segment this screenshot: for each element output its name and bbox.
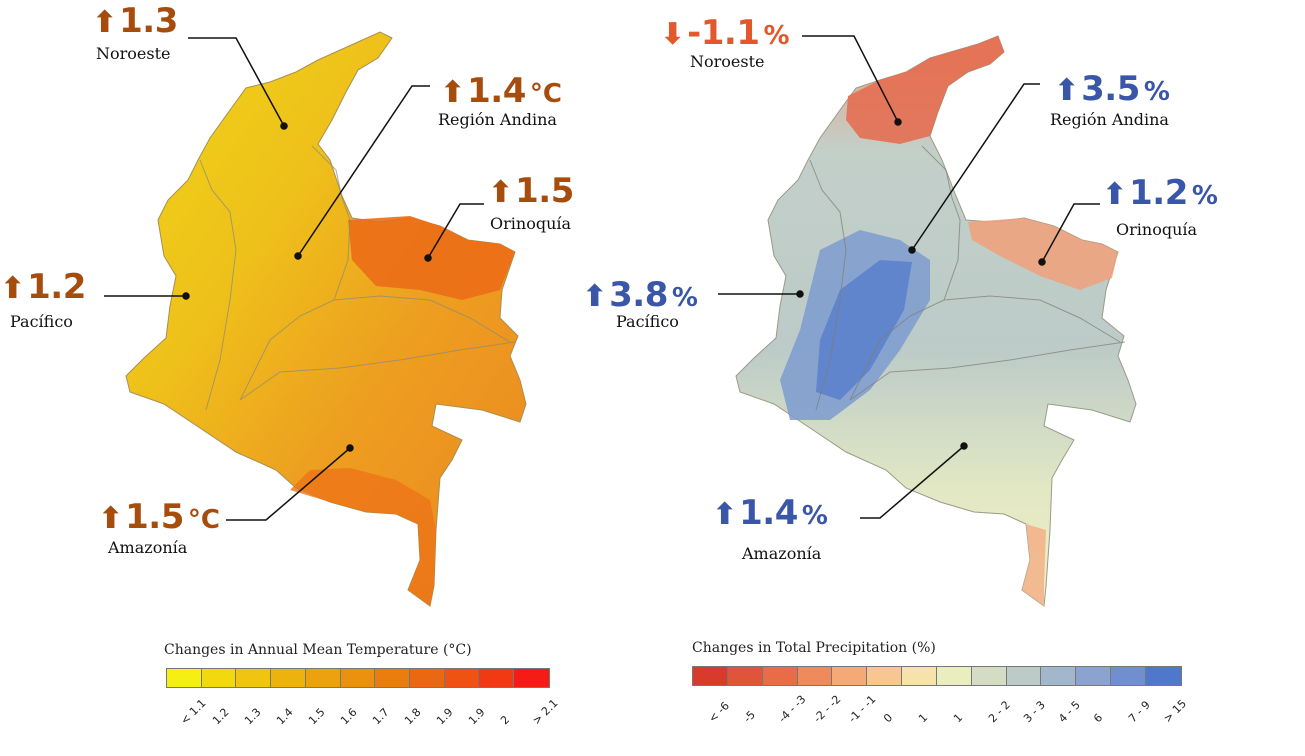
legend-tick-label: 1.6	[338, 705, 360, 728]
legend-tick-label: 4 - 5	[1055, 698, 1083, 726]
prec-noroeste-value: ⬇-1.1%	[660, 13, 790, 53]
colombia-outline-precipitation	[735, 35, 1137, 607]
legend-swatch	[1111, 667, 1146, 685]
temp-pacifico-value: ⬆1.2	[0, 267, 86, 307]
legend-swatch	[271, 669, 306, 687]
legend-swatch	[236, 669, 272, 687]
andina-wettest-zone	[816, 260, 912, 400]
prec-noroeste-label: Noroeste	[690, 52, 765, 71]
legend-swatch	[867, 667, 903, 685]
legend-tick-label: < -6	[705, 699, 732, 726]
temperature-leader-lines	[104, 37, 484, 521]
legend-tick-label: 6	[1090, 711, 1105, 726]
legend-swatch	[444, 669, 480, 687]
legend-swatch	[1006, 667, 1042, 685]
temp-pacifico-label: Pacífico	[10, 312, 73, 331]
temperature-region-borders	[199, 145, 516, 411]
legend-swatch	[902, 667, 937, 685]
legend-tick-label: 1	[950, 711, 965, 726]
prec-orinoquia-value: ⬆1.2%	[1102, 173, 1218, 213]
precipitation-map	[735, 35, 1137, 607]
legend-swatch	[693, 667, 728, 685]
orinoquia-dry-zone	[968, 218, 1118, 290]
legend-tick-label: 2 - 2	[985, 698, 1013, 726]
temp-orinoquia-value: ⬆1.5	[488, 171, 574, 211]
legend-tick-label: -1 - -1	[845, 692, 878, 726]
temp-amazonia-label: Amazonía	[108, 538, 188, 557]
up-arrow-icon: ⬆	[712, 497, 738, 532]
legend-swatch	[340, 669, 376, 687]
temperature-legend-bar	[166, 668, 550, 688]
prec-pacifico-label: Pacífico	[616, 312, 679, 331]
legend-swatch	[201, 669, 237, 687]
legend-swatch	[410, 669, 445, 687]
precipitation-region-borders	[809, 145, 1126, 411]
temp-orinoquia-label: Orinoquía	[490, 214, 572, 233]
amazonia-hotspot	[290, 468, 436, 606]
temp-andina-label: Región Andina	[438, 110, 557, 129]
legend-tick-label: -2 - -2	[810, 692, 843, 726]
legend-tick-label: 1.2	[210, 705, 232, 728]
legend-tick-label: 1.4	[274, 705, 296, 728]
up-arrow-icon: ⬆	[92, 5, 118, 40]
prec-orinoquia-label: Orinoquía	[1116, 220, 1198, 239]
legend-tick-label: < 1.1	[178, 696, 209, 728]
legend-tick-label: -5	[740, 708, 758, 726]
legend-swatch	[971, 667, 1007, 685]
noroeste-dry-zone	[846, 36, 1004, 144]
legend-swatch	[936, 667, 972, 685]
legend-tick-label: 1.9	[434, 705, 456, 728]
up-arrow-icon: ⬆	[488, 175, 514, 210]
precipitation-legend-title: Changes in Total Precipitation (%)	[692, 640, 936, 656]
legend-tick-label: 1.9	[466, 705, 488, 728]
legend-tick-label: 1.8	[402, 705, 424, 728]
legend-swatch	[375, 669, 411, 687]
up-arrow-icon: ⬆	[1102, 177, 1128, 212]
legend-swatch	[727, 667, 763, 685]
down-arrow-icon: ⬇	[660, 17, 686, 52]
legend-swatch	[305, 669, 341, 687]
up-arrow-icon: ⬆	[440, 75, 466, 110]
legend-swatch	[762, 667, 798, 685]
temp-andina-value: ⬆1.4 °C	[440, 71, 562, 111]
legend-swatch	[1041, 667, 1077, 685]
up-arrow-icon: ⬆	[582, 279, 608, 314]
legend-tick-label: 1	[915, 711, 930, 726]
temp-noroeste-label: Noroeste	[96, 44, 171, 63]
up-arrow-icon: ⬆	[0, 271, 26, 306]
legend-swatch	[1145, 667, 1181, 685]
temp-amazonia-value: ⬆1.5 °C	[98, 497, 220, 537]
legend-tick-label: -4 - -3	[775, 692, 808, 726]
legend-tick-label: 1.3	[242, 705, 264, 728]
prec-pacifico-value: ⬆3.8%	[582, 275, 698, 315]
legend-tick-label: 2	[498, 713, 513, 728]
legend-swatch	[479, 669, 515, 687]
prec-andina-value: ⬆3.5%	[1054, 69, 1170, 109]
precipitation-leader-lines	[718, 35, 1100, 519]
up-arrow-icon: ⬆	[98, 501, 124, 536]
up-arrow-icon: ⬆	[1054, 73, 1080, 108]
legend-tick-label: 1.5	[306, 705, 328, 728]
prec-amazonia-label: Amazonía	[742, 544, 822, 563]
temperature-legend-ticks: < 1.1 1.2 1.3 1.4 1.5 1.6 1.7 1.8 1.9 1.9 2 > 2.1	[166, 688, 561, 748]
legend-tick-label: 0	[880, 711, 895, 726]
prec-amazonia-value: ⬆1.4%	[712, 493, 828, 533]
legend-swatch	[832, 667, 868, 685]
temp-noroeste-value: ⬆1.3	[92, 1, 178, 41]
legend-swatch	[167, 669, 202, 687]
precipitation-legend-bar	[692, 666, 1182, 686]
legend-tick-label: 1.7	[370, 705, 392, 728]
prec-andina-label: Región Andina	[1050, 110, 1169, 129]
legend-tick-label: 7 - 9	[1125, 698, 1153, 726]
temperature-legend-title: Changes in Annual Mean Temperature (°C)	[164, 642, 472, 658]
legend-swatch	[514, 669, 549, 687]
legend-swatch	[1076, 667, 1112, 685]
amazonia-south-dry-zone	[1022, 524, 1046, 606]
legend-swatch	[797, 667, 833, 685]
legend-tick-label: 3 - 3	[1020, 698, 1048, 726]
